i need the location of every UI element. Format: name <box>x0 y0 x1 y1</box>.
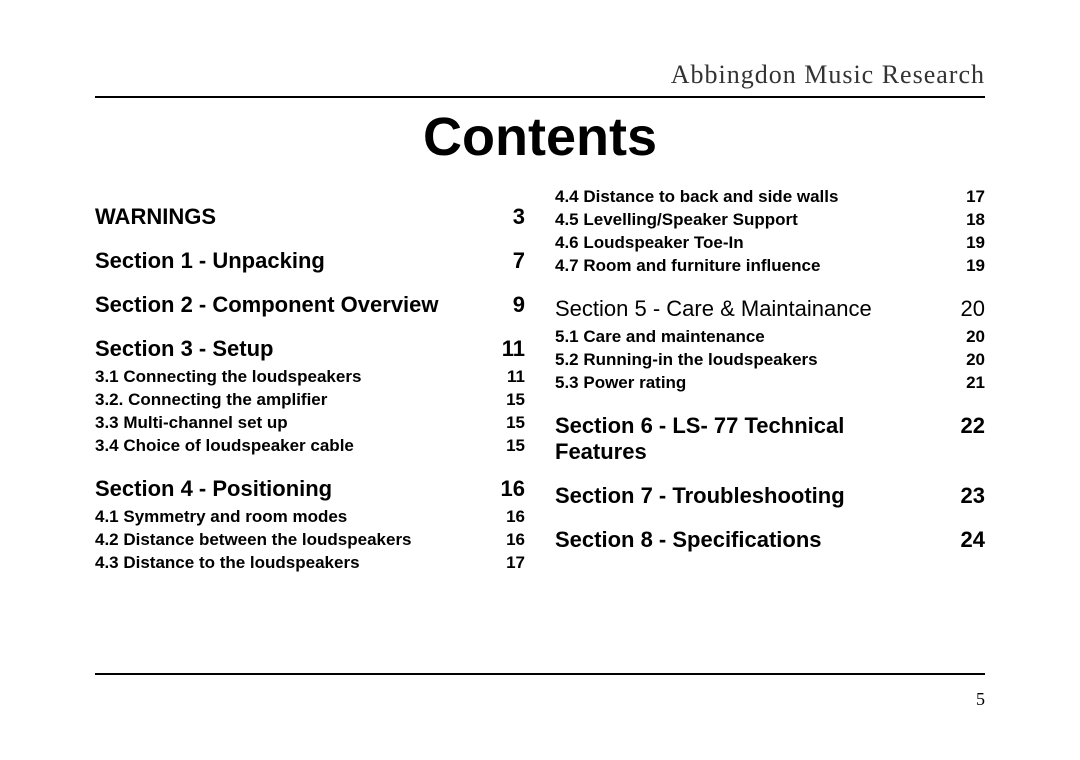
toc-sub-row: 5.1 Care and maintenance20 <box>555 326 985 349</box>
toc-sub-label: 4.7 Room and furniture influence <box>555 255 945 278</box>
toc-page-number: 11 <box>485 366 525 389</box>
toc-page-number: 22 <box>945 413 985 439</box>
toc-sub-row: 5.2 Running-in the loudspeakers20 <box>555 349 985 372</box>
toc-page-number: 23 <box>945 483 985 509</box>
toc-page-number: 3 <box>485 204 525 230</box>
toc-sub-row: 4.2 Distance between the loudspeakers16 <box>95 529 525 552</box>
toc-section-label: WARNINGS <box>95 204 485 230</box>
toc-section-row: Section 3 - Setup11 <box>95 336 525 362</box>
toc-page-number: 19 <box>945 232 985 255</box>
page-title: Contents <box>95 106 985 168</box>
toc-section-row: Section 4 - Positioning16 <box>95 476 525 502</box>
toc-sub-label: 5.2 Running-in the loudspeakers <box>555 349 945 372</box>
toc-page-number: 16 <box>485 529 525 552</box>
toc-page-number: 16 <box>485 506 525 529</box>
toc-sub-label: 3.4 Choice of loudspeaker cable <box>95 435 485 458</box>
toc-page-number: 21 <box>945 372 985 395</box>
toc-page-number: 16 <box>485 476 525 502</box>
toc-sub-label: 4.4 Distance to back and side walls <box>555 186 945 209</box>
toc-sub-label: 5.3 Power rating <box>555 372 945 395</box>
toc-section-row: Section 5 - Care & Maintainance20 <box>555 296 985 322</box>
toc-sub-label: 4.6 Loudspeaker Toe-In <box>555 232 945 255</box>
toc-page-number: 11 <box>485 336 525 362</box>
toc-section-label: Section 5 - Care & Maintainance <box>555 296 945 322</box>
toc-sub-row: 4.7 Room and furniture influence19 <box>555 255 985 278</box>
toc-section-label: Section 2 - Component Overview <box>95 292 485 318</box>
toc-page-number: 15 <box>485 412 525 435</box>
toc-sub-label: 3.2. Connecting the amplifier <box>95 389 485 412</box>
toc-sub-label: 3.3 Multi-channel set up <box>95 412 485 435</box>
toc-right-column: 4.4 Distance to back and side walls174.5… <box>555 186 985 575</box>
toc-section-label: Section 6 - LS- 77 Technical Features <box>555 413 945 465</box>
toc-section-row: Section 2 - Component Overview9 <box>95 292 525 318</box>
toc-section-row: Section 8 - Specifications24 <box>555 527 985 553</box>
toc-left-column: WARNINGS3Section 1 - Unpacking7Section 2… <box>95 186 525 575</box>
toc-page-number: 7 <box>485 248 525 274</box>
toc-section-label: Section 1 - Unpacking <box>95 248 485 274</box>
document-page: Abbingdon Music Research Contents WARNIN… <box>0 0 1080 760</box>
toc-sub-row: 3.4 Choice of loudspeaker cable15 <box>95 435 525 458</box>
toc-page-number: 18 <box>945 209 985 232</box>
toc-page-number: 15 <box>485 435 525 458</box>
toc-section-row: Section 7 - Troubleshooting23 <box>555 483 985 509</box>
toc-sub-label: 4.1 Symmetry and room modes <box>95 506 485 529</box>
toc-sub-label: 4.2 Distance between the loudspeakers <box>95 529 485 552</box>
toc-columns: WARNINGS3Section 1 - Unpacking7Section 2… <box>95 186 985 575</box>
toc-section-label: Section 3 - Setup <box>95 336 485 362</box>
toc-section-row: Section 6 - LS- 77 Technical Features22 <box>555 413 985 465</box>
toc-section-label: Section 7 - Troubleshooting <box>555 483 945 509</box>
toc-sub-row: 4.5 Levelling/Speaker Support18 <box>555 209 985 232</box>
toc-sub-label: 3.1 Connecting the loudspeakers <box>95 366 485 389</box>
top-rule <box>95 96 985 98</box>
toc-section-row: Section 1 - Unpacking7 <box>95 248 525 274</box>
toc-sub-row: 3.3 Multi-channel set up15 <box>95 412 525 435</box>
toc-sub-label: 5.1 Care and maintenance <box>555 326 945 349</box>
toc-sub-row: 4.3 Distance to the loudspeakers17 <box>95 552 525 575</box>
toc-section-label: Section 4 - Positioning <box>95 476 485 502</box>
toc-section-label: Section 8 - Specifications <box>555 527 945 553</box>
toc-section-row: WARNINGS3 <box>95 204 525 230</box>
toc-page-number: 24 <box>945 527 985 553</box>
footer-page-number: 5 <box>976 689 985 710</box>
toc-sub-row: 3.1 Connecting the loudspeakers11 <box>95 366 525 389</box>
toc-sub-row: 4.1 Symmetry and room modes16 <box>95 506 525 529</box>
toc-page-number: 17 <box>945 186 985 209</box>
toc-sub-row: 3.2. Connecting the amplifier15 <box>95 389 525 412</box>
toc-page-number: 17 <box>485 552 525 575</box>
toc-page-number: 15 <box>485 389 525 412</box>
toc-page-number: 20 <box>945 349 985 372</box>
toc-page-number: 20 <box>945 296 985 322</box>
toc-sub-label: 4.5 Levelling/Speaker Support <box>555 209 945 232</box>
toc-sub-row: 5.3 Power rating21 <box>555 372 985 395</box>
toc-sub-label: 4.3 Distance to the loudspeakers <box>95 552 485 575</box>
brand-name: Abbingdon Music Research <box>95 60 985 90</box>
toc-page-number: 9 <box>485 292 525 318</box>
toc-page-number: 20 <box>945 326 985 349</box>
toc-page-number: 19 <box>945 255 985 278</box>
toc-sub-row: 4.4 Distance to back and side walls17 <box>555 186 985 209</box>
toc-sub-row: 4.6 Loudspeaker Toe-In19 <box>555 232 985 255</box>
bottom-rule <box>95 673 985 675</box>
